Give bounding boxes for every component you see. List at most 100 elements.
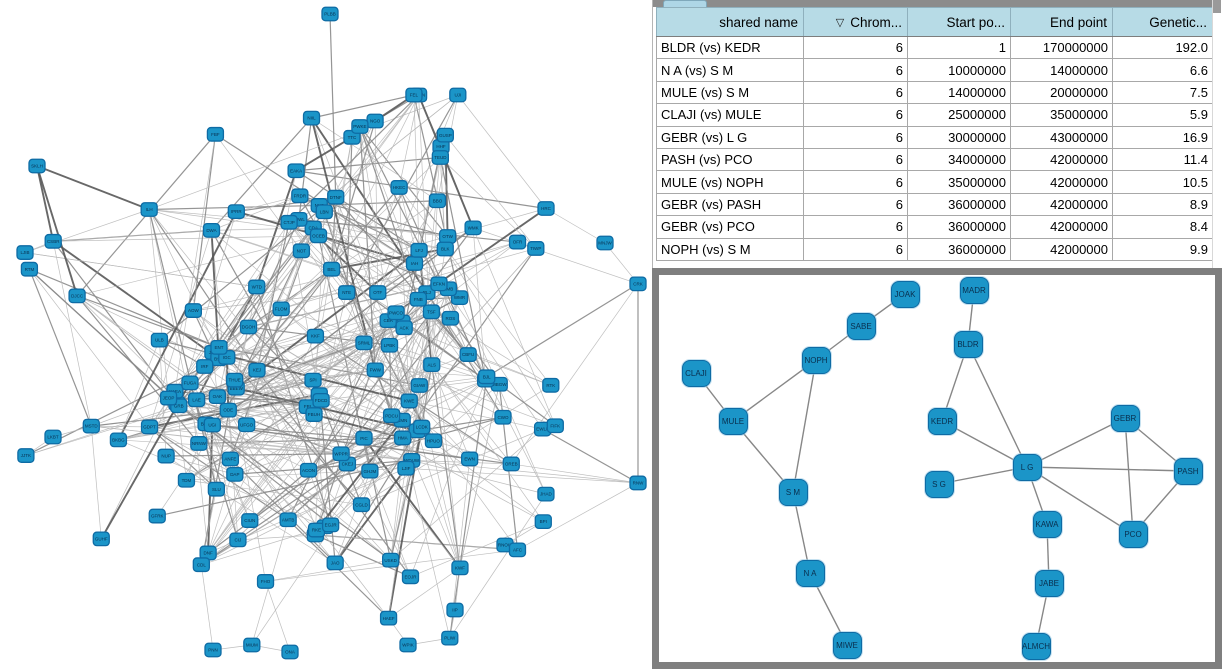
cell-end[interactable]: 42000000: [1010, 237, 1113, 261]
filtered-network-canvas[interactable]: [659, 275, 1215, 662]
network-node[interactable]: BBO: [428, 193, 447, 209]
network-node[interactable]: CRK: [629, 276, 647, 292]
column-header-start-po-[interactable]: Start po...: [907, 7, 1011, 37]
cell-shared_name[interactable]: BLDR (vs) KEDR: [656, 35, 804, 60]
network-node[interactable]: WTD: [248, 279, 266, 295]
network-node-pco[interactable]: PCO: [1118, 520, 1148, 548]
network-node[interactable]: EAKA: [287, 163, 305, 179]
network-node[interactable]: BKBG: [109, 432, 128, 448]
cell-chromosome[interactable]: 6: [803, 237, 908, 261]
network-node[interactable]: USKD: [382, 552, 400, 568]
cell-shared_name[interactable]: N A (vs) S M: [656, 58, 804, 82]
network-node-joak[interactable]: JOAK: [890, 280, 920, 308]
table-row[interactable]: MULE (vs) NOPH 6 35000000 42000000 10.5: [656, 170, 1213, 194]
network-node[interactable]: UJI: [449, 87, 467, 103]
table-row[interactable]: CLAJI (vs) MULE 6 25000000 35000000 5.9: [656, 103, 1213, 127]
network-node[interactable]: NGO: [366, 113, 384, 129]
network-node[interactable]: TSF: [422, 304, 441, 320]
cell-genetic[interactable]: 7.5: [1112, 80, 1213, 105]
cell-start[interactable]: 25000000: [907, 103, 1011, 127]
network-node[interactable]: DJCC: [68, 288, 86, 304]
network-node[interactable]: WPIK: [399, 637, 417, 653]
network-node[interactable]: EWN: [461, 451, 479, 467]
network-node[interactable]: SRML: [355, 335, 373, 351]
cell-chromosome[interactable]: 6: [803, 192, 908, 217]
cell-shared_name[interactable]: NOPH (vs) S M: [656, 237, 804, 261]
network-node[interactable]: BLK: [436, 241, 454, 257]
cell-chromosome[interactable]: 6: [803, 215, 908, 239]
network-node-claji[interactable]: CLAJI: [681, 359, 711, 387]
network-node[interactable]: ALS: [423, 357, 441, 373]
network-node[interactable]: DWA: [202, 222, 221, 238]
cell-start[interactable]: 34000000: [907, 147, 1011, 172]
network-node[interactable]: WMK: [464, 220, 482, 236]
network-node-sabe[interactable]: SABE: [846, 312, 876, 340]
cell-end[interactable]: 20000000: [1010, 80, 1113, 105]
cell-start[interactable]: 30000000: [907, 125, 1011, 149]
network-node-jabe[interactable]: JABE: [1034, 569, 1064, 597]
column-header-end-point[interactable]: End point: [1010, 7, 1113, 37]
cell-shared_name[interactable]: GEBR (vs) PASH: [656, 192, 804, 217]
network-node[interactable]: EOJR: [401, 569, 420, 585]
network-node[interactable]: ULB: [150, 332, 169, 348]
network-node[interactable]: JJTK: [17, 448, 35, 463]
cell-shared_name[interactable]: CLAJI (vs) MULE: [656, 103, 804, 127]
network-node[interactable]: FDCD: [312, 392, 330, 408]
network-node[interactable]: AMTB: [279, 512, 297, 528]
cell-genetic[interactable]: 10.5: [1112, 170, 1213, 194]
network-node[interactable]: OCEB: [309, 228, 328, 244]
table-row[interactable]: NOPH (vs) S M 6 36000000 42000000 9.9: [656, 237, 1213, 261]
network-node[interactable]: OAK: [208, 389, 227, 405]
network-node[interactable]: IIP: [446, 602, 464, 618]
network-node-kedr[interactable]: KEDR: [927, 407, 957, 435]
table-scrollbar[interactable]: [1212, 0, 1222, 268]
network-node[interactable]: BJL: [478, 369, 496, 385]
cell-chromosome[interactable]: 6: [803, 147, 908, 172]
network-node[interactable]: SKLH: [28, 158, 46, 174]
network-node[interactable]: LBN: [315, 204, 333, 220]
network-node[interactable]: MSTD: [82, 418, 100, 434]
network-node-na[interactable]: N A: [795, 559, 825, 587]
network-node[interactable]: UFGO: [238, 417, 256, 433]
cell-start[interactable]: 10000000: [907, 58, 1011, 82]
network-node[interactable]: EFKN: [430, 276, 448, 292]
network-node[interactable]: AFC: [508, 542, 527, 558]
cell-chromosome[interactable]: 6: [803, 103, 908, 127]
cell-end[interactable]: 35000000: [1010, 103, 1113, 127]
network-node[interactable]: ODE: [219, 402, 237, 418]
network-node[interactable]: NIIL: [302, 110, 321, 126]
network-node[interactable]: LCDK: [413, 419, 431, 435]
cell-genetic[interactable]: 8.4: [1112, 215, 1213, 239]
network-node[interactable]: PWKE: [351, 119, 369, 134]
network-node-sg[interactable]: S G: [924, 470, 954, 498]
network-node[interactable]: MIUM: [243, 637, 261, 653]
network-node[interactable]: SLU: [207, 481, 226, 497]
network-node-miwe[interactable]: MIWE: [832, 631, 862, 659]
table-row[interactable]: GEBR (vs) PASH 6 36000000 42000000 8.9: [656, 192, 1213, 217]
cell-start[interactable]: 35000000: [907, 170, 1011, 194]
network-node[interactable]: GDPT: [140, 419, 159, 435]
network-node[interactable]: NRNW: [190, 436, 208, 451]
network-node[interactable]: DTNF: [327, 189, 345, 205]
network-node-sm[interactable]: S M: [778, 478, 808, 506]
network-node-mule[interactable]: MULE: [718, 407, 748, 435]
network-node[interactable]: ENT: [210, 339, 228, 355]
network-node-lg[interactable]: L G: [1012, 453, 1042, 481]
network-node-madr[interactable]: MADR: [959, 276, 989, 304]
network-node-bldr[interactable]: BLDR: [953, 330, 983, 358]
network-node[interactable]: BPI: [534, 514, 552, 530]
network-node[interactable]: FEL: [405, 87, 423, 103]
cell-shared_name[interactable]: PASH (vs) PCO: [656, 147, 804, 172]
cell-chromosome[interactable]: 6: [803, 80, 908, 105]
cell-start[interactable]: 14000000: [907, 80, 1011, 105]
network-node[interactable]: FUGA: [181, 375, 199, 391]
network-node[interactable]: JHAD: [537, 486, 555, 502]
cell-shared_name[interactable]: GEBR (vs) L G: [656, 125, 804, 149]
cell-genetic[interactable]: 5.9: [1112, 103, 1213, 127]
network-node[interactable]: HPUO: [424, 433, 443, 449]
network-node[interactable]: PLIW: [441, 630, 459, 646]
network-node[interactable]: CIJ: [229, 532, 247, 548]
main-network-panel[interactable]: PLBB SKLH MNJW LKBT RNOW IIP PNN ONA WPIK TSF DWA L…: [0, 0, 652, 669]
network-node[interactable]: IRF: [196, 359, 214, 374]
network-edge-LG-GEBR[interactable]: [1026, 417, 1126, 468]
